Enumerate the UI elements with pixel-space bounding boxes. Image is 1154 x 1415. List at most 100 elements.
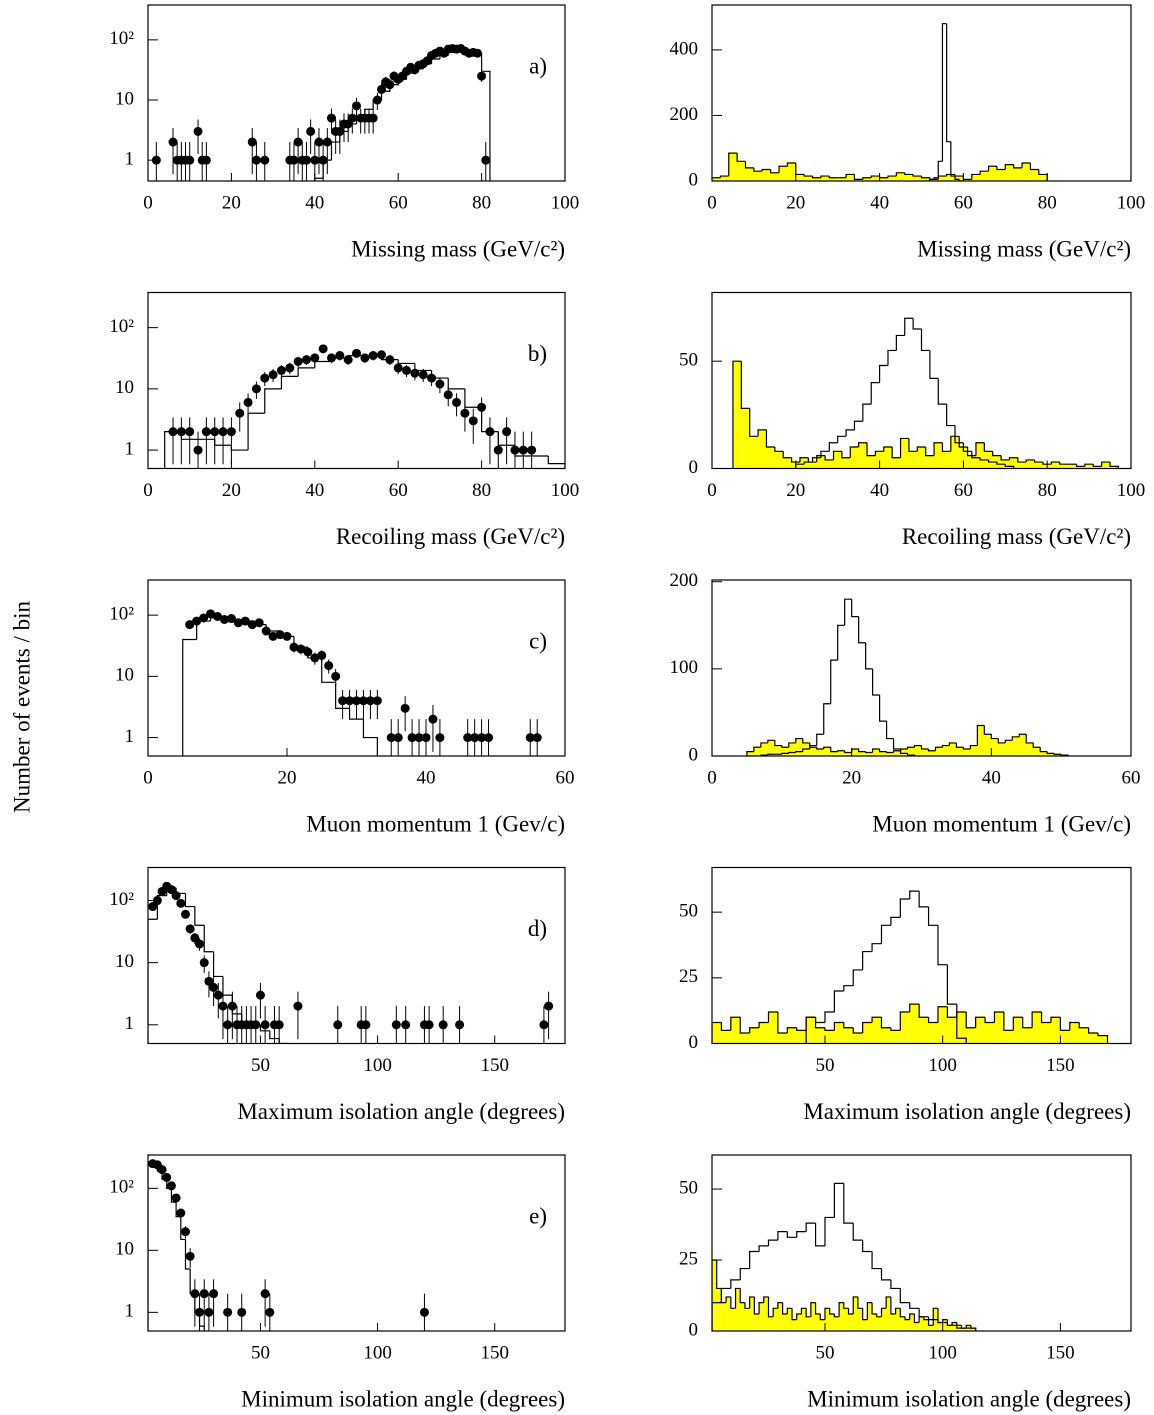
data-point: [251, 384, 261, 394]
histogram-bar: [833, 451, 842, 469]
histogram-bar: [879, 751, 887, 756]
histogram-bar: [843, 1308, 849, 1331]
histogram-step: [929, 350, 939, 379]
histogram-bar: [740, 1302, 745, 1331]
histogram-bar: [895, 1308, 901, 1331]
panel: 0 20 40 60 80 100 0 200 400 Missing mass (GeV/c²): [670, 4, 1145, 261]
histogram-step: [1003, 1011, 1014, 1031]
histogram-bar: [787, 1308, 793, 1331]
data-point: [322, 137, 332, 147]
histogram-step: [904, 317, 914, 336]
histogram-step: [845, 173, 855, 178]
y-tick-label: 10: [115, 665, 134, 686]
histogram-bar: [1110, 466, 1119, 469]
histogram-step: [880, 924, 891, 944]
histogram-bar: [975, 442, 985, 469]
plot-area: [746, 598, 1069, 756]
data-point: [352, 696, 361, 706]
histogram-step: [833, 1021, 844, 1031]
histogram-bar: [929, 179, 939, 181]
histogram-bar: [886, 752, 894, 756]
x-tick-label: 150: [480, 1055, 509, 1076]
histogram-step: [767, 753, 775, 756]
histogram-bar: [1005, 164, 1014, 181]
data-point: [289, 642, 299, 652]
x-axis-label: Maximum isolation angle (degrees): [803, 1099, 1131, 1124]
histogram-step: [758, 1021, 769, 1028]
data-point: [192, 616, 202, 626]
histogram-step: [891, 447, 901, 459]
histogram-bar: [907, 747, 915, 756]
x-tick-label: 0: [707, 480, 717, 501]
histogram-step: [1040, 1011, 1051, 1024]
plot-area: [182, 609, 542, 756]
histogram-bar: [917, 447, 926, 469]
plot-area: [148, 881, 554, 1044]
histogram-bar: [872, 1017, 882, 1044]
data-point: [393, 363, 403, 373]
histogram-bar: [846, 174, 855, 181]
x-tick-label: 40: [870, 480, 889, 501]
y-tick-label: 50: [679, 901, 698, 922]
histogram-step: [1046, 751, 1055, 754]
histogram-step: [890, 916, 901, 926]
data-point: [518, 445, 528, 455]
data-point: [410, 368, 420, 378]
histogram-bar: [871, 176, 880, 181]
histogram-bar: [985, 1022, 995, 1044]
histogram-bar: [872, 1313, 877, 1331]
histogram-step: [950, 141, 956, 177]
histogram-step: [447, 378, 465, 390]
histogram-step: [788, 742, 796, 748]
data-point: [240, 616, 250, 626]
x-tick-label: 60: [1122, 767, 1141, 788]
data-point: [260, 373, 270, 383]
data-point: [544, 1001, 554, 1011]
histogram-bar: [1069, 1022, 1080, 1044]
data-point: [176, 898, 186, 908]
plot-area: [151, 43, 491, 181]
histogram-step: [954, 176, 960, 180]
data-point: [493, 445, 503, 455]
histogram-step: [979, 457, 989, 461]
histogram-step: [547, 456, 565, 469]
histogram-bar: [735, 1288, 741, 1331]
histogram-step: [946, 23, 951, 143]
histogram-bar: [998, 742, 1006, 756]
histogram-step: [971, 173, 981, 180]
data-point: [352, 101, 361, 111]
data-point: [185, 427, 195, 437]
histogram-step: [862, 1308, 868, 1321]
histogram-bar: [1033, 747, 1041, 756]
histogram-bar: [956, 1011, 967, 1044]
data-point: [358, 696, 368, 706]
x-tick-label: 40: [305, 192, 324, 213]
histogram-step: [993, 1011, 1004, 1023]
data-point: [285, 363, 295, 373]
histogram-step: [965, 1324, 971, 1329]
histogram-step: [774, 447, 784, 452]
histogram-step: [918, 891, 929, 908]
histogram-bar: [783, 457, 792, 469]
histogram-bar: [726, 1296, 731, 1331]
histogram-step: [712, 1302, 722, 1331]
histogram-step: [965, 1011, 976, 1029]
histogram-bar: [806, 1017, 816, 1044]
histogram-step: [814, 1017, 825, 1024]
histogram-bar: [768, 1316, 774, 1331]
x-axis-label: Recoiling mass (GeV/c²): [336, 524, 565, 549]
histogram-bar: [829, 177, 838, 181]
histogram-bar: [730, 1017, 741, 1044]
histogram-step: [816, 455, 826, 463]
histogram-bar: [977, 725, 985, 756]
histogram-step: [872, 748, 880, 753]
data-point: [185, 155, 195, 165]
y-tick-label: 1: [125, 149, 135, 170]
histogram-bar: [753, 747, 761, 756]
plot-frame: [711, 1154, 1132, 1332]
histogram-step: [843, 1183, 854, 1224]
data-point: [502, 427, 512, 437]
plot-frame: [147, 866, 566, 1045]
x-tick-label: 40: [870, 192, 889, 213]
y-tick-label: 10: [115, 377, 134, 398]
